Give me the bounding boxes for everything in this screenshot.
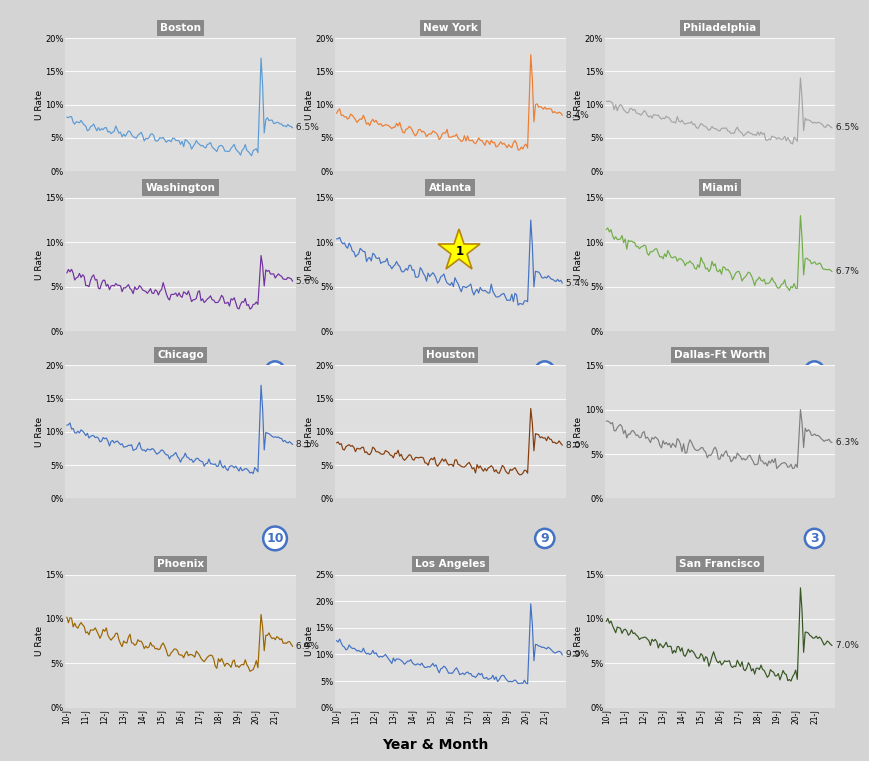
Y-axis label: U Rate: U Rate: [304, 626, 314, 656]
Text: Los Angeles: Los Angeles: [415, 559, 485, 569]
Text: New York: New York: [422, 23, 477, 33]
Text: Houston: Houston: [425, 350, 474, 360]
Text: Chicago: Chicago: [157, 350, 203, 360]
Text: 4: 4: [809, 205, 818, 218]
Text: San Francisco: San Francisco: [679, 559, 760, 569]
Text: 6.5%: 6.5%: [293, 123, 319, 132]
Text: Boston: Boston: [160, 23, 201, 33]
Text: 5.6%: 5.6%: [293, 277, 319, 286]
Text: 1: 1: [454, 244, 463, 258]
Y-axis label: U Rate: U Rate: [304, 417, 314, 447]
Y-axis label: U Rate: U Rate: [35, 250, 44, 279]
Text: 3: 3: [809, 532, 818, 545]
Y-axis label: U Rate: U Rate: [304, 250, 314, 279]
Text: 11: 11: [535, 205, 553, 218]
Text: 6.5%: 6.5%: [832, 123, 858, 132]
Y-axis label: U Rate: U Rate: [35, 626, 44, 656]
Text: 9.9%: 9.9%: [562, 651, 588, 660]
Text: 9: 9: [540, 532, 548, 545]
Text: 8.0%: 8.0%: [562, 441, 588, 450]
Text: 1: 1: [540, 365, 548, 377]
Text: Dallas-Ft Worth: Dallas-Ft Worth: [673, 350, 765, 360]
Y-axis label: U Rate: U Rate: [304, 90, 314, 119]
Text: 10: 10: [266, 532, 283, 545]
Text: Phoenix: Phoenix: [156, 559, 204, 569]
Y-axis label: U Rate: U Rate: [574, 90, 583, 119]
Text: 6: 6: [809, 365, 818, 377]
Text: 6.7%: 6.7%: [832, 267, 858, 276]
Text: Year & Month: Year & Month: [381, 738, 488, 752]
Y-axis label: U Rate: U Rate: [35, 417, 44, 447]
Y-axis label: U Rate: U Rate: [35, 90, 44, 119]
Text: 5.4%: 5.4%: [562, 279, 588, 288]
Y-axis label: U Rate: U Rate: [574, 626, 583, 656]
Text: 6.9%: 6.9%: [293, 642, 319, 651]
Text: 6.3%: 6.3%: [832, 438, 858, 447]
Text: 7.0%: 7.0%: [832, 641, 858, 650]
Y-axis label: U Rate: U Rate: [574, 250, 583, 279]
Text: 2: 2: [270, 365, 279, 377]
Text: Miami: Miami: [701, 183, 737, 193]
Y-axis label: U Rate: U Rate: [574, 417, 583, 447]
Text: Atlanta: Atlanta: [428, 183, 471, 193]
Text: 4: 4: [270, 205, 279, 218]
Text: 8.4%: 8.4%: [562, 111, 588, 119]
Text: Philadelphia: Philadelphia: [682, 23, 756, 33]
Text: Washington: Washington: [145, 183, 216, 193]
Text: 8.1%: 8.1%: [293, 440, 319, 449]
